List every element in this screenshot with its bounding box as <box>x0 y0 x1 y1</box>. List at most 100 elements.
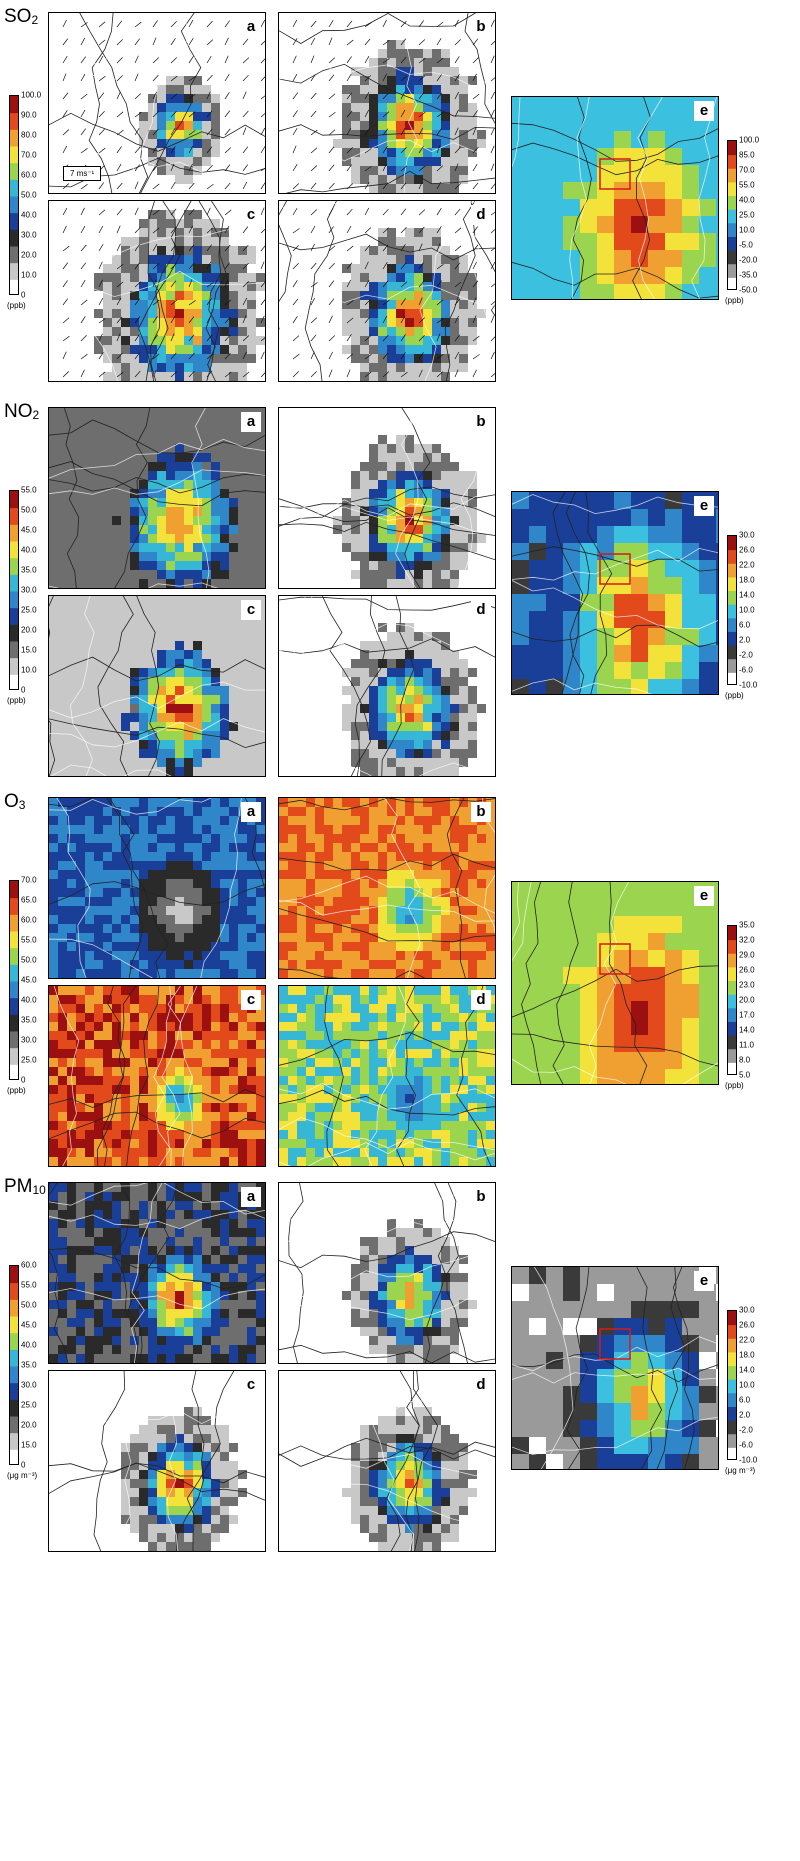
wind-vector <box>310 262 317 270</box>
wind-vector <box>454 163 459 172</box>
district-boundary <box>279 13 477 44</box>
diff-no2-unit-label: (ppb) <box>725 691 744 700</box>
tick-label: 50.0 <box>21 505 37 515</box>
colorbar-swatch <box>10 1047 18 1065</box>
wind-vector <box>98 39 106 46</box>
wind-vector <box>400 165 408 172</box>
wind-vector <box>242 57 250 64</box>
wind-vector <box>170 163 175 172</box>
wind-vector <box>364 38 371 46</box>
district-boundary <box>279 233 495 261</box>
wind-vector <box>292 55 297 64</box>
map-panel-pm10-c: c <box>48 1370 266 1552</box>
panel-label: a <box>241 802 261 822</box>
wind-vector <box>188 262 195 270</box>
colorbar-swatch <box>728 1379 736 1394</box>
district-boundary <box>512 965 718 1018</box>
tick-label: 10.0 <box>739 225 755 235</box>
map-panel-so2-a: a 7 ms⁻¹ <box>48 12 266 194</box>
wind-vector <box>310 37 316 46</box>
wind-vector <box>188 225 193 234</box>
wind-vector <box>170 21 177 28</box>
tick-label: 30.0 <box>739 530 755 540</box>
tick-label: 55.0 <box>21 485 37 495</box>
wind-vector <box>346 245 354 252</box>
tick-label: 55.0 <box>739 180 755 190</box>
wind-vector <box>490 55 495 64</box>
wind-vector <box>62 280 68 288</box>
district-boundary <box>395 408 419 588</box>
wind-vector <box>260 19 265 28</box>
wind-vector <box>242 226 249 234</box>
map-panel-so2-c: c <box>48 200 266 382</box>
district-boundary <box>512 678 652 694</box>
wind-vector <box>400 262 407 270</box>
wind-vector <box>134 73 139 82</box>
tick-label: 50.0 <box>21 955 37 965</box>
colorbar-swatch <box>10 1014 18 1032</box>
wind-vector <box>260 261 265 270</box>
panel-label: c <box>241 600 261 620</box>
panel-label: b <box>471 17 491 37</box>
wind-vector <box>134 226 141 234</box>
wind-vector <box>62 145 68 154</box>
wind-vector <box>382 58 390 64</box>
district-boundary <box>49 881 265 906</box>
colorbar-swatch <box>10 607 18 625</box>
wind-vector <box>62 262 69 270</box>
wind-vector <box>242 181 248 190</box>
colorbar-swatch <box>10 146 18 164</box>
wind-vector <box>260 207 265 216</box>
wind-vector <box>170 38 176 46</box>
wind-vector <box>490 300 495 306</box>
wind-vector <box>260 315 265 324</box>
tick-label: -10.0 <box>739 680 758 690</box>
district-boundary <box>364 986 407 1166</box>
wind-vector <box>62 19 67 28</box>
colorbar-swatch <box>728 617 736 632</box>
wind-vector <box>206 183 214 190</box>
district-boundary <box>49 718 265 748</box>
wind-vector <box>328 37 333 46</box>
conc-so2-unit-label: (ppb) <box>7 301 26 310</box>
colorbar-swatch <box>728 263 736 278</box>
wind-vector <box>116 225 121 234</box>
colorbar-swatch <box>10 262 18 280</box>
district-boundary <box>279 596 495 611</box>
map-panel-o3-d: d <box>278 985 496 1167</box>
wind-vector <box>346 300 354 306</box>
tick-label: 90.0 <box>21 110 37 120</box>
district-boundary <box>552 492 584 694</box>
tick-label: 80.0 <box>21 130 37 140</box>
district-boundary <box>279 201 495 215</box>
wind-vector <box>382 371 390 378</box>
wind-vector <box>206 110 213 118</box>
section-title-no2: NO2 <box>4 401 40 422</box>
wind-vector <box>472 354 480 360</box>
wind-vector <box>62 129 70 136</box>
wind-vector <box>400 182 407 190</box>
wind-vector <box>134 352 141 360</box>
colorbar-swatch <box>10 641 18 659</box>
colorbar-swatch <box>728 222 736 237</box>
district-boundary <box>279 284 495 306</box>
wind-vector <box>454 39 461 46</box>
wind-vector <box>418 226 425 234</box>
wind-vector <box>224 334 231 342</box>
colorbar-swatch <box>728 1048 736 1063</box>
tick-label: 30.0 <box>21 1380 37 1390</box>
wind-vector <box>260 182 265 190</box>
wind-vector <box>134 181 139 190</box>
colorbar-swatch <box>10 931 18 949</box>
diff-pm10-unit-label: (μg m⁻³) <box>725 1466 756 1475</box>
wind-vector <box>418 335 425 342</box>
colorbar-swatch <box>728 1007 736 1022</box>
colorbar-swatch <box>10 881 18 899</box>
wind-vector <box>436 112 444 118</box>
colorbar-swatch <box>728 536 736 551</box>
wind-vector <box>242 281 249 288</box>
wind-vector <box>382 182 389 190</box>
district-boundary <box>145 201 169 381</box>
wind-vector <box>62 317 70 324</box>
wind-vector <box>260 372 265 378</box>
